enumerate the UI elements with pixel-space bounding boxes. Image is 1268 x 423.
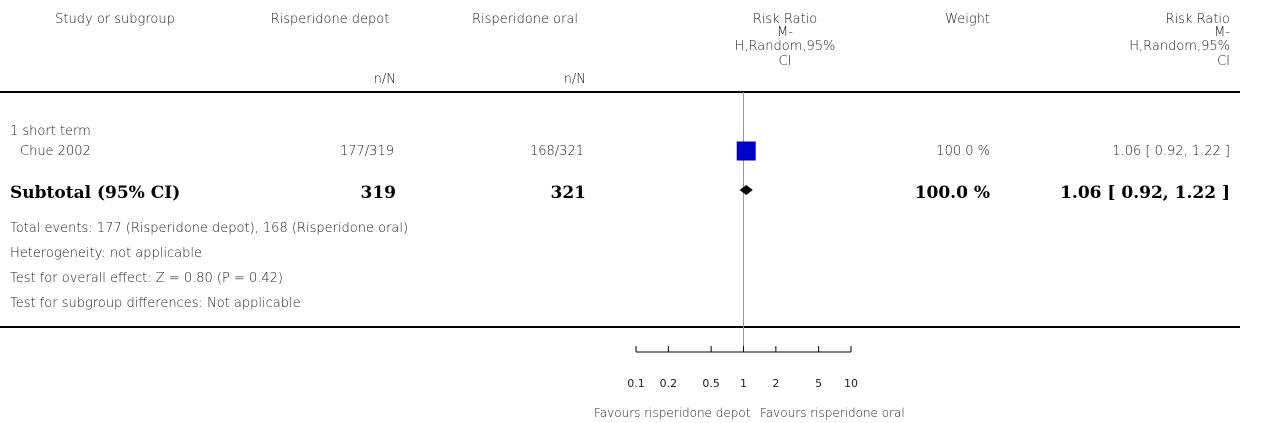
header-n1: n/N (373, 72, 396, 87)
x-tick-label: 0.5 (702, 377, 720, 390)
study-weight-box (736, 141, 756, 161)
header-group1: Risperidone depot (270, 12, 390, 27)
study-name: Chue 2002 (20, 144, 91, 159)
header-rr-col-title-line2: M- (1214, 25, 1230, 40)
header-rr-col-title: Risk Ratio M- H,Random,95% CI (1080, 12, 1230, 69)
header-rule (0, 91, 1240, 93)
study-weight: 100.0 % (936, 144, 990, 159)
subtotal-weight: 100.0 % (914, 183, 990, 203)
note-heterogeneity: Heterogeneity: not applicable (10, 246, 202, 261)
header-group2: Risperidone oral (471, 12, 579, 27)
x-tick-label: 5 (815, 377, 822, 390)
study-events1: 177/319 (339, 144, 394, 159)
note-overall-effect: Test for overall effect: Z = 0.80 (P = 0… (10, 271, 283, 286)
note-total-events: Total events: 177 (Risperidone depot), 1… (10, 221, 409, 236)
subtotal-n2: 321 (550, 183, 587, 203)
subtotal-n1: 319 (360, 183, 397, 203)
header-n2: n/N (563, 72, 586, 87)
x-tick-label: 1 (740, 377, 747, 390)
subgroup-label: 1 short term (10, 124, 91, 139)
x-tick-label: 0.2 (660, 377, 678, 390)
header-weight: Weight (945, 12, 990, 27)
header-rr-plot-title-line3: H,Random,95% (734, 39, 836, 54)
header-rr-col-title-line1: Risk Ratio (1165, 12, 1230, 27)
x-tick-label: 10 (844, 377, 858, 390)
study-rr: 1.06 [ 0.92, 1.22 ] (1112, 144, 1230, 159)
bottom-rule (0, 326, 1240, 328)
header-rr-plot-title-line1: Risk Ratio (752, 12, 818, 27)
header-rr-plot-title-line4: CI (778, 54, 792, 69)
note-subgroup-differences: Test for subgroup differences: Not appli… (10, 296, 301, 311)
favours-right-label: Favours risperidone oral (760, 406, 905, 420)
header-rr-plot-title: Risk Ratio M- H,Random,95% CI (715, 12, 855, 69)
header-study: Study or subgroup (55, 12, 175, 27)
pooled-diamond (739, 185, 753, 195)
x-tick-label: 2 (772, 377, 779, 390)
header-rr-plot-title-line2: M- (777, 25, 793, 40)
study-events2: 168/321 (529, 144, 584, 159)
header-rr-col-title-line4: CI (1217, 54, 1230, 69)
x-tick-label: 0.1 (627, 377, 645, 390)
subtotal-rr: 1.06 [ 0.92, 1.22 ] (1060, 183, 1230, 203)
subtotal-label: Subtotal (95% CI) (10, 183, 181, 203)
header-rr-col-title-line3: H,Random,95% (1129, 39, 1230, 54)
favours-left-label: Favours risperidone depot (594, 406, 751, 420)
